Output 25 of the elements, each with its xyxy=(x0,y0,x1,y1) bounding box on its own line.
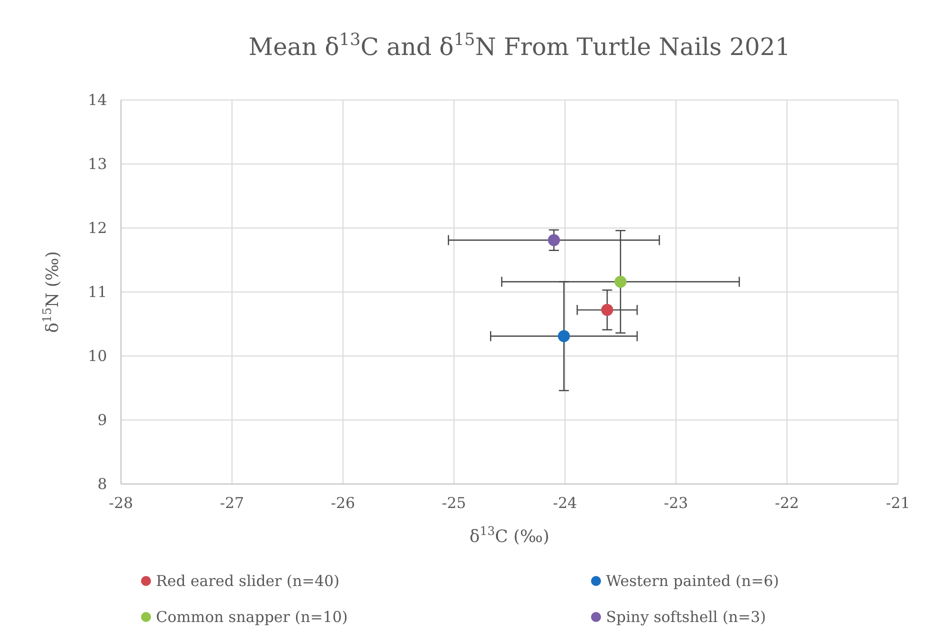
y-tick-label: 10 xyxy=(88,347,107,365)
legend-label: Common snapper (n=10) xyxy=(156,608,348,626)
x-tick-label: -28 xyxy=(108,494,134,512)
legend-label: Western painted (n=6) xyxy=(606,572,780,590)
x-tick-label: -23 xyxy=(664,494,688,512)
y-tick-label: 8 xyxy=(97,475,107,493)
y-tick-label: 14 xyxy=(88,91,107,109)
x-tick-label: -25 xyxy=(442,494,466,512)
chart-title: Mean δ$^{13}$C and δ$^{15}$N From Turtle Nails 2021 xyxy=(248,29,790,61)
x-tick-label: -24 xyxy=(552,494,578,512)
point xyxy=(614,276,626,288)
y-tick-label: 11 xyxy=(88,283,107,301)
point xyxy=(558,330,570,342)
x-tick-label: -26 xyxy=(330,494,356,512)
y-tick-label: 12 xyxy=(88,219,107,237)
legend-label: Spiny softshell (n=3) xyxy=(606,608,766,626)
legend-label: Red eared slider (n=40) xyxy=(156,572,340,590)
x-axis-title: δ$^{13}$C (‰) xyxy=(470,524,550,547)
y-tick-label: 9 xyxy=(97,411,107,429)
x-tick-label: -21 xyxy=(886,494,910,512)
point xyxy=(601,304,614,316)
y-tick-label: 13 xyxy=(88,155,107,173)
x-tick-label: -22 xyxy=(774,494,800,512)
point xyxy=(548,234,560,246)
x-tick-label: -27 xyxy=(220,494,244,512)
